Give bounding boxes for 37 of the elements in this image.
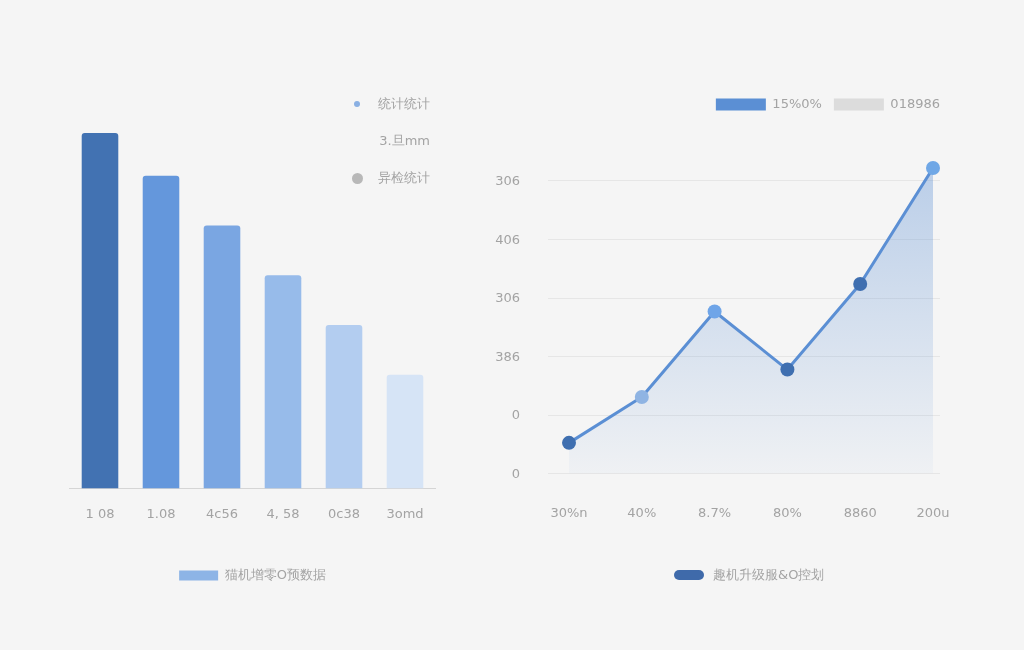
bar (203, 225, 241, 489)
text: 306 (495, 289, 520, 308)
point (707, 304, 722, 319)
x-tick-label: 80% (772, 504, 802, 520)
bar (81, 133, 119, 489)
point (562, 435, 576, 450)
point (926, 161, 940, 175)
x-tick-label: 1.08 (146, 505, 176, 521)
text: 406 (495, 230, 520, 249)
text: 趣机升级服&O控划 (713, 566, 825, 584)
legend-label: 018986 (890, 95, 941, 111)
annotation: 异检统计 (378, 169, 430, 187)
bar (386, 374, 424, 489)
bar (264, 275, 302, 489)
legend-label: 15%0% (772, 95, 822, 111)
x-tick-label: 200u (916, 504, 950, 520)
legend-label: 猫机增零O预数据 (224, 566, 326, 582)
text: 386 (495, 347, 520, 366)
x-tick-label: 1 08 (85, 505, 115, 521)
x-tick-label: 30%n (550, 504, 588, 520)
point (853, 277, 868, 292)
text: 0 (511, 465, 520, 483)
x-tick-label: 0c38 (328, 505, 360, 521)
x-tick-label: 3omd (386, 505, 424, 521)
point (780, 362, 795, 377)
bar (142, 175, 180, 489)
point (634, 390, 649, 405)
x-tick-label: 8.7% (698, 504, 732, 520)
text: 306 (495, 172, 520, 190)
text: 0 (511, 406, 520, 425)
annotation: 3.旦mm (379, 132, 430, 150)
bar (325, 324, 363, 489)
text: 统计统计 (378, 95, 430, 113)
x-tick-label: 4c56 (206, 505, 238, 521)
x-tick-label: 40% (627, 504, 657, 520)
x-tick-label: 8860 (843, 504, 877, 520)
x-tick-label: 4, 58 (266, 505, 300, 521)
